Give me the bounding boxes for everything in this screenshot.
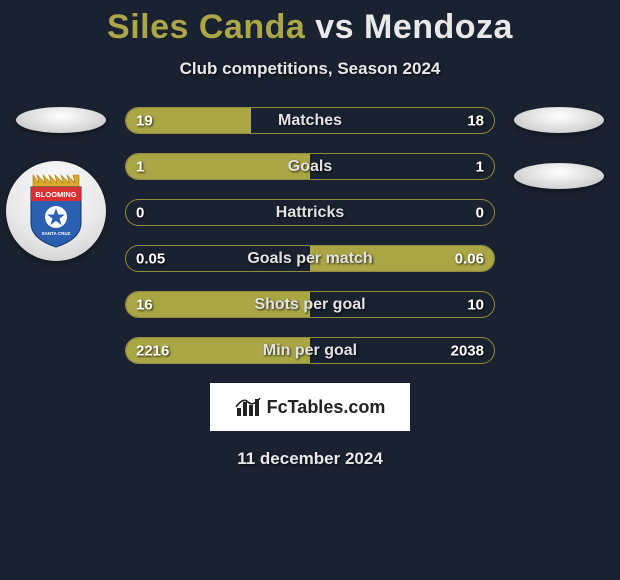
subtitle: Club competitions, Season 2024	[0, 59, 620, 79]
svg-text:SANTA CRUZ: SANTA CRUZ	[42, 231, 71, 236]
title-player1: Siles Canda	[107, 8, 305, 46]
stat-value-right: 18	[467, 112, 484, 129]
bars-chart-icon	[235, 396, 261, 418]
stats-bars: 19Matches181Goals10Hattricks00.05Goals p…	[125, 107, 495, 364]
date-text: 11 december 2024	[0, 449, 620, 469]
stat-value-left: 0	[136, 204, 144, 221]
left-player-column: BLOOMING SANTA CRUZ	[16, 107, 106, 261]
stat-value-right: 10	[467, 296, 484, 313]
player1-club-badge: BLOOMING SANTA CRUZ	[6, 161, 106, 261]
stat-row: 2216 Min per goal 2038	[125, 337, 495, 364]
title-player2: Mendoza	[364, 8, 513, 46]
stat-row: 16 Shots per goal 10	[125, 291, 495, 318]
svg-text:BLOOMING: BLOOMING	[35, 190, 76, 199]
stat-value-left: 0.05	[136, 250, 165, 267]
stat-row: 0.05 Goals per match 0.06	[125, 245, 495, 272]
stat-value-left: 2216	[136, 342, 169, 359]
stat-row: 19 Matches 18	[125, 107, 495, 134]
stat-label: Min per goal	[263, 342, 357, 360]
player1-avatar-placeholder	[16, 107, 106, 133]
stat-value-right: 0	[476, 204, 484, 221]
comparison-layout: BLOOMING SANTA CRUZ 19Matches181Goals10H…	[0, 107, 620, 364]
stat-label: Matches	[278, 112, 342, 130]
player2-club-badge-placeholder	[514, 163, 604, 189]
stat-value-left: 19	[136, 112, 153, 129]
stat-label: Shots per goal	[254, 296, 365, 314]
stat-value-right: 2038	[451, 342, 484, 359]
footer-brand-text: FcTables.com	[267, 397, 386, 418]
stat-row: 1 Goals 1	[125, 153, 495, 180]
club-shield-icon: BLOOMING SANTA CRUZ	[25, 173, 87, 249]
stat-label: Hattricks	[276, 204, 344, 222]
stat-fill-left	[126, 154, 310, 179]
stat-value-right: 1	[476, 158, 484, 175]
stat-value-right: 0.06	[455, 250, 484, 267]
stat-label: Goals per match	[247, 250, 372, 268]
stat-row: 0 Hattricks 0	[125, 199, 495, 226]
right-player-column	[514, 107, 604, 189]
title-vs: vs	[315, 8, 354, 46]
player2-avatar-placeholder	[514, 107, 604, 133]
stat-value-left: 16	[136, 296, 153, 313]
page-title: Siles Canda vs Mendoza	[0, 0, 620, 47]
footer-brand-box: FcTables.com	[210, 383, 410, 431]
stat-value-left: 1	[136, 158, 144, 175]
stat-label: Goals	[288, 158, 332, 176]
